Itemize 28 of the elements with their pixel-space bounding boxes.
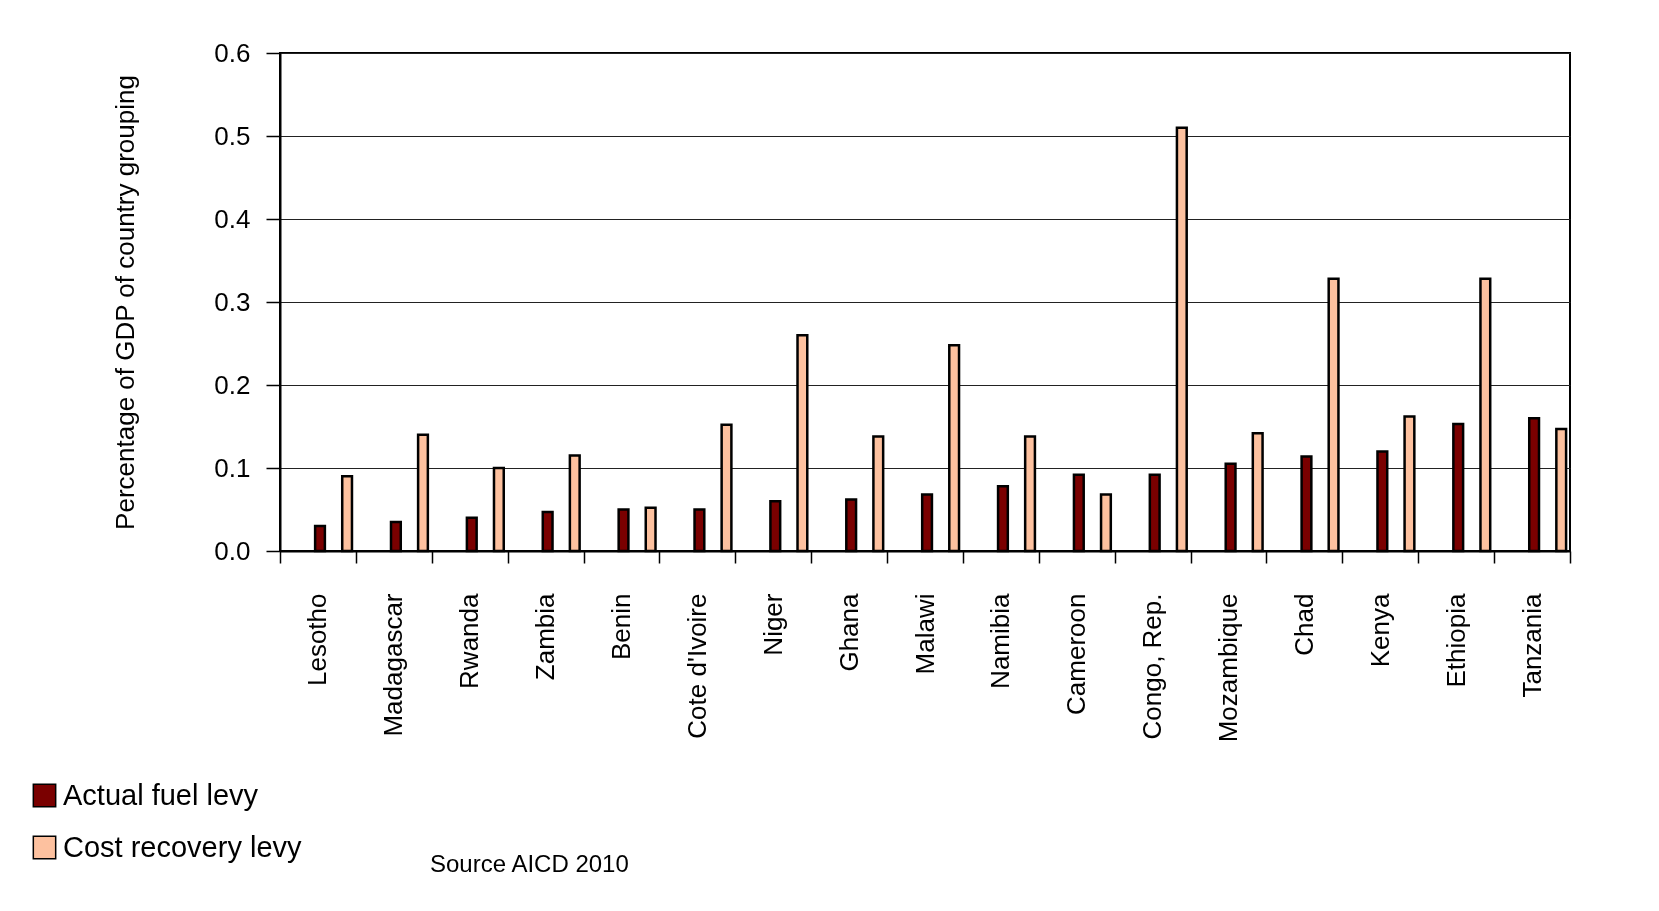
y-axis-title: Percentage of GDP of country grouping	[110, 75, 141, 530]
x-tick-label: Cameroon	[1061, 593, 1092, 715]
x-tick-label: Rwanda	[454, 592, 485, 689]
legend-label: Actual fuel levy	[63, 778, 259, 811]
x-tick-label: Zambia	[530, 592, 561, 681]
x-tick-label: Namibia	[985, 592, 1016, 689]
x-tick-label: Lesotho	[302, 593, 333, 687]
y-tick-label: 0.0	[214, 535, 251, 566]
y-tick-label: 0.3	[214, 286, 251, 317]
x-tick-label: Ghana	[833, 592, 864, 672]
x-tick-label: Congo, Rep.	[1137, 593, 1168, 740]
x-tick-label: Mozambique	[1213, 593, 1244, 743]
x-tick-label: Chad	[1288, 593, 1319, 656]
x-tick-label: Cote d'Ivoire	[681, 593, 712, 739]
x-tick-label: Benin	[605, 593, 636, 660]
x-tick-label: Tanzania	[1516, 592, 1547, 698]
y-tick-label: 0.1	[214, 452, 251, 483]
legend-label: Cost recovery levy	[63, 830, 303, 863]
x-tick-label: Kenya	[1364, 592, 1395, 668]
x-tick-label: Niger	[757, 593, 788, 656]
x-tick-label: Ethiopia	[1440, 592, 1471, 688]
y-tick-label: 0.4	[214, 203, 251, 234]
x-tick-label: Malawi	[909, 593, 940, 675]
source-note: Source AICD 2010	[430, 850, 629, 877]
x-tick-label: Madagascar	[378, 593, 409, 737]
y-tick-label: 0.6	[214, 37, 251, 68]
y-tick-label: 0.5	[214, 120, 251, 151]
y-tick-label: 0.2	[214, 369, 251, 400]
